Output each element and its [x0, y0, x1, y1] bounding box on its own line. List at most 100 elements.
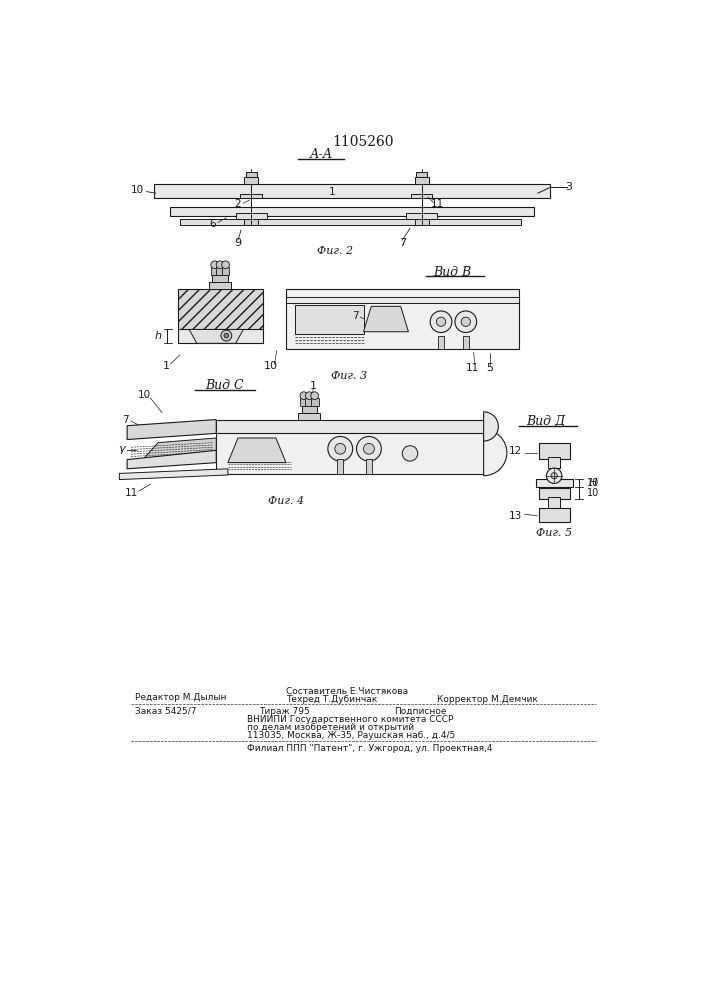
Text: 7: 7	[399, 238, 406, 248]
Text: H: H	[589, 478, 597, 488]
Text: Фиг. 5: Фиг. 5	[536, 528, 572, 538]
Text: 2: 2	[234, 199, 240, 209]
Bar	[286, 297, 518, 303]
Polygon shape	[119, 469, 228, 480]
Circle shape	[551, 473, 557, 479]
Circle shape	[363, 443, 374, 454]
Text: 10: 10	[587, 478, 599, 488]
Text: 1: 1	[329, 187, 336, 197]
Text: ВНИИПИ Государственного комитета СССР: ВНИИПИ Государственного комитета СССР	[247, 715, 454, 724]
Circle shape	[335, 443, 346, 454]
Text: γ: γ	[118, 444, 125, 454]
Bar	[548, 457, 561, 468]
Bar	[298, 413, 320, 420]
Text: 5: 5	[486, 363, 493, 373]
Circle shape	[305, 392, 313, 400]
Bar	[235, 213, 267, 219]
Text: Составитель Е.Чистякова: Составитель Е.Чистякова	[286, 687, 408, 696]
Bar	[216, 267, 224, 275]
Text: Тираж 795: Тираж 795	[259, 707, 310, 716]
Bar	[548, 497, 561, 510]
Text: 11: 11	[466, 363, 479, 373]
Bar	[416, 172, 427, 177]
Text: 13: 13	[508, 511, 522, 521]
Circle shape	[436, 317, 445, 326]
Bar	[211, 267, 218, 275]
Circle shape	[328, 436, 353, 461]
Bar	[154, 184, 549, 198]
Bar	[216, 420, 484, 433]
Text: 11: 11	[124, 488, 138, 498]
Text: 1105260: 1105260	[332, 135, 394, 149]
Bar	[177, 328, 263, 343]
Circle shape	[211, 261, 218, 269]
Bar	[180, 219, 521, 225]
Text: Вид В: Вид В	[433, 266, 472, 279]
Circle shape	[402, 446, 418, 461]
Text: 7: 7	[122, 415, 129, 425]
Text: 9: 9	[235, 238, 242, 248]
Bar	[177, 289, 263, 329]
Polygon shape	[189, 329, 243, 343]
Wedge shape	[484, 430, 507, 476]
Text: 12: 12	[508, 446, 522, 456]
Bar	[246, 172, 257, 177]
Bar	[209, 282, 231, 289]
Circle shape	[455, 311, 477, 333]
Text: А-А: А-А	[309, 148, 332, 161]
Bar	[305, 398, 313, 406]
Bar	[170, 207, 534, 216]
Bar	[539, 488, 570, 499]
Bar	[406, 213, 437, 219]
Circle shape	[216, 261, 224, 269]
Polygon shape	[127, 450, 216, 469]
Text: 10: 10	[264, 361, 279, 371]
Polygon shape	[144, 438, 216, 458]
Bar	[222, 267, 230, 275]
Text: 1: 1	[163, 361, 170, 371]
Text: Фиг. 4: Фиг. 4	[268, 496, 304, 506]
Polygon shape	[127, 420, 216, 440]
Bar	[240, 194, 262, 198]
Text: 6: 6	[209, 219, 216, 229]
Bar	[414, 177, 428, 184]
Bar	[411, 194, 433, 198]
Bar	[244, 218, 258, 225]
Text: 113035, Москва, Ж-35, Раушская наб., д.4/5: 113035, Москва, Ж-35, Раушская наб., д.4…	[247, 731, 455, 740]
Bar	[301, 406, 317, 413]
Text: 10: 10	[587, 488, 599, 498]
Text: 7: 7	[352, 311, 359, 321]
Bar	[216, 432, 484, 474]
Text: Фиг. 3: Фиг. 3	[331, 371, 367, 381]
Text: Редактор М.Дылын: Редактор М.Дылын	[135, 693, 226, 702]
Bar	[296, 305, 363, 334]
Bar	[311, 398, 319, 406]
Bar	[438, 336, 444, 349]
Bar	[300, 398, 308, 406]
Circle shape	[224, 333, 228, 338]
Text: Техред Т.Дубинчак: Техред Т.Дубинчак	[286, 695, 378, 704]
Circle shape	[547, 468, 562, 483]
Text: по делам изобретений и открытий: по делам изобретений и открытий	[247, 723, 414, 732]
Text: 10: 10	[138, 390, 151, 400]
Bar	[539, 508, 570, 522]
Bar	[414, 218, 428, 225]
Circle shape	[222, 261, 230, 269]
Circle shape	[356, 436, 381, 461]
Text: Заказ 5425/7: Заказ 5425/7	[135, 707, 197, 716]
Text: Вид Д: Вид Д	[526, 415, 565, 428]
Polygon shape	[363, 306, 409, 332]
Text: 3: 3	[566, 182, 573, 192]
Bar	[535, 479, 573, 487]
Circle shape	[311, 392, 319, 400]
Bar	[539, 443, 570, 459]
Circle shape	[221, 330, 232, 341]
Bar	[244, 177, 258, 184]
Text: 11: 11	[431, 199, 444, 209]
Text: Филиал ППП "Патент", г. Ужгород, ул. Проектная,4: Филиал ППП "Патент", г. Ужгород, ул. Про…	[247, 744, 493, 753]
Wedge shape	[484, 412, 498, 441]
Text: Корректор М.Демчик: Корректор М.Демчик	[437, 695, 538, 704]
Text: Подписное: Подписное	[395, 707, 447, 716]
Text: 1: 1	[310, 381, 317, 391]
Bar	[337, 459, 344, 474]
